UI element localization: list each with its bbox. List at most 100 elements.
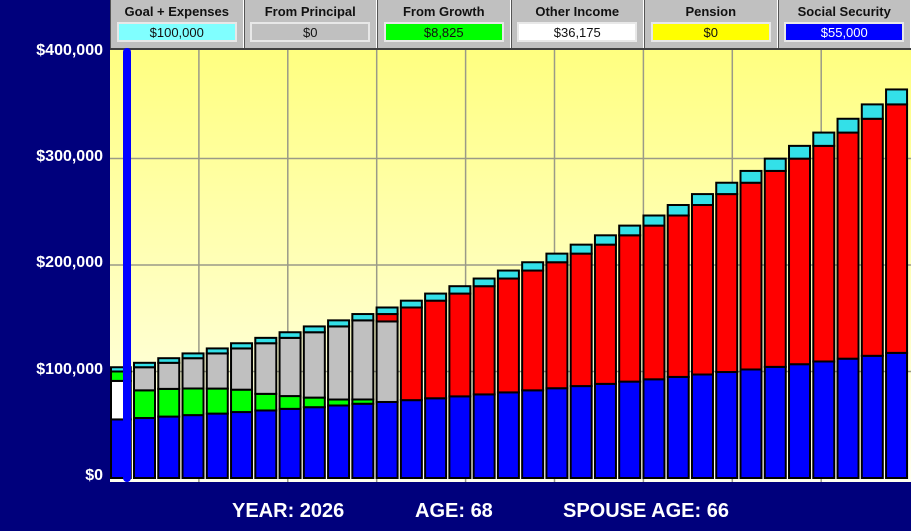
- y-tick-label: $0: [85, 467, 103, 484]
- bar-social-security-2031: [230, 411, 254, 479]
- legend-value: $8,825: [383, 22, 504, 42]
- bar-goal-expenses-2029: [181, 352, 205, 360]
- legend-value: $100,000: [116, 22, 237, 42]
- bar-social-security-2052: [739, 368, 763, 480]
- bar-goal-expenses-2055: [812, 131, 836, 147]
- y-tick-label: $100,000: [36, 361, 103, 378]
- bar-goal-expenses-2030: [205, 347, 229, 355]
- legend-item: Social Security $55,000: [777, 0, 911, 48]
- bar-shortfall-2058: [885, 103, 909, 354]
- bar-from-growth-2028: [157, 387, 181, 418]
- bar-shortfall-2042: [496, 277, 520, 394]
- bar-shortfall-2039: [424, 299, 448, 400]
- bar-social-security-2038: [399, 399, 423, 480]
- bar-goal-expenses-2052: [739, 169, 763, 184]
- legend-item: Other Income $36,175: [510, 0, 644, 48]
- y-tick-label: $300,000: [36, 148, 103, 165]
- bar-shortfall-2049: [666, 214, 690, 378]
- spouse-age-label: SPOUSE AGE:: [563, 500, 702, 522]
- bar-from-growth-2029: [181, 387, 205, 417]
- bar-from-principal-2035: [327, 325, 351, 401]
- bar-goal-expenses-2041: [472, 277, 496, 288]
- bar-goal-expenses-2028: [157, 357, 181, 364]
- bar-social-security-2046: [593, 382, 617, 479]
- legend-label: Goal + Expenses: [124, 4, 229, 19]
- bar-from-growth-2027: [133, 389, 156, 420]
- legend-bar: Goal + Expenses $100,000 From Principal $0 F…: [110, 0, 911, 50]
- bar-from-growth-2034: [302, 396, 326, 409]
- bar-shortfall-2055: [812, 144, 836, 363]
- bar-from-principal-2037: [375, 320, 399, 403]
- bar-goal-expenses-2035: [327, 319, 351, 328]
- bar-from-principal-2031: [230, 347, 254, 391]
- bar-from-principal-2028: [157, 361, 181, 390]
- bar-social-security-2055: [812, 360, 836, 480]
- bar-social-security-2048: [642, 378, 666, 479]
- bar-social-security-2028: [157, 415, 181, 479]
- age-label: AGE:: [415, 500, 465, 522]
- bar-from-growth-2030: [205, 387, 229, 415]
- bar-social-security-2054: [788, 363, 812, 479]
- bar-goal-expenses-2040: [448, 285, 472, 295]
- bar-social-security-2044: [545, 387, 569, 479]
- bar-social-security-2027: [133, 417, 156, 479]
- bar-goal-expenses-2050: [690, 193, 714, 207]
- bar-from-growth-2031: [230, 388, 254, 414]
- bar-social-security-2057: [860, 354, 884, 479]
- bar-social-security-2036: [351, 402, 375, 479]
- bar-shortfall-2057: [860, 117, 884, 357]
- bar-social-security-2032: [254, 409, 278, 479]
- bar-from-principal-2036: [351, 319, 375, 401]
- bar-goal-expenses-2049: [666, 204, 690, 217]
- y-tick-label: $400,000: [36, 42, 103, 59]
- legend-label: Other Income: [535, 4, 620, 19]
- bar-goal-expenses-2045: [569, 243, 593, 255]
- legend-value: $36,175: [517, 22, 638, 42]
- bar-goal-expenses-2031: [230, 342, 254, 350]
- bar-goal-expenses-2042: [496, 269, 520, 280]
- bar-from-principal-2029: [181, 357, 205, 390]
- bar-social-security-2040: [448, 395, 472, 479]
- bar-goal-expenses-2038: [399, 299, 423, 309]
- bar-social-security-2049: [666, 375, 690, 479]
- year-slider[interactable]: [123, 48, 131, 482]
- bar-shortfall-2047: [618, 234, 642, 383]
- bar-shortfall-2040: [448, 292, 472, 398]
- stacked-bar-chart: [110, 50, 911, 482]
- bar-from-principal-2034: [302, 331, 326, 399]
- bar-social-security-2039: [424, 397, 448, 479]
- bar-social-security-2045: [569, 385, 593, 480]
- bar-goal-expenses-2033: [278, 331, 302, 339]
- legend-item: Goal + Expenses $100,000: [110, 0, 244, 48]
- bar-shortfall-2037: [375, 313, 399, 323]
- bar-shortfall-2052: [739, 181, 763, 371]
- bar-shortfall-2044: [545, 261, 569, 390]
- bar-goal-expenses-2051: [715, 181, 739, 196]
- legend-value: $55,000: [784, 22, 905, 42]
- spouse-age-readout: SPOUSE AGE: 66: [563, 500, 729, 523]
- bar-goal-expenses-2027: [133, 361, 156, 369]
- legend-label: From Growth: [402, 4, 485, 19]
- bar-goal-expenses-2039: [424, 292, 448, 302]
- bar-social-security-2034: [302, 406, 326, 479]
- bar-goal-expenses-2032: [254, 336, 278, 345]
- bar-social-security-2029: [181, 414, 205, 479]
- bar-goal-expenses-2056: [836, 117, 860, 134]
- bar-shortfall-2056: [836, 131, 860, 360]
- year-value: 2026: [299, 500, 345, 522]
- bar-shortfall-2043: [521, 269, 545, 392]
- legend-label: From Principal: [264, 4, 356, 19]
- bar-shortfall-2053: [763, 169, 787, 368]
- bar-goal-expenses-2058: [885, 88, 909, 106]
- legend-label: Pension: [685, 4, 737, 19]
- bar-goal-expenses-2037: [375, 306, 399, 316]
- bar-social-security-2047: [618, 380, 642, 480]
- bar-goal-expenses-2057: [860, 103, 884, 120]
- bar-social-security-2050: [690, 373, 714, 480]
- age-value: 68: [470, 500, 493, 522]
- bar-shortfall-2054: [788, 157, 812, 366]
- bar-social-security-2033: [278, 407, 302, 479]
- bar-goal-expenses-2047: [618, 224, 642, 237]
- bar-shortfall-2038: [399, 306, 423, 402]
- bar-goal-expenses-2046: [593, 234, 617, 246]
